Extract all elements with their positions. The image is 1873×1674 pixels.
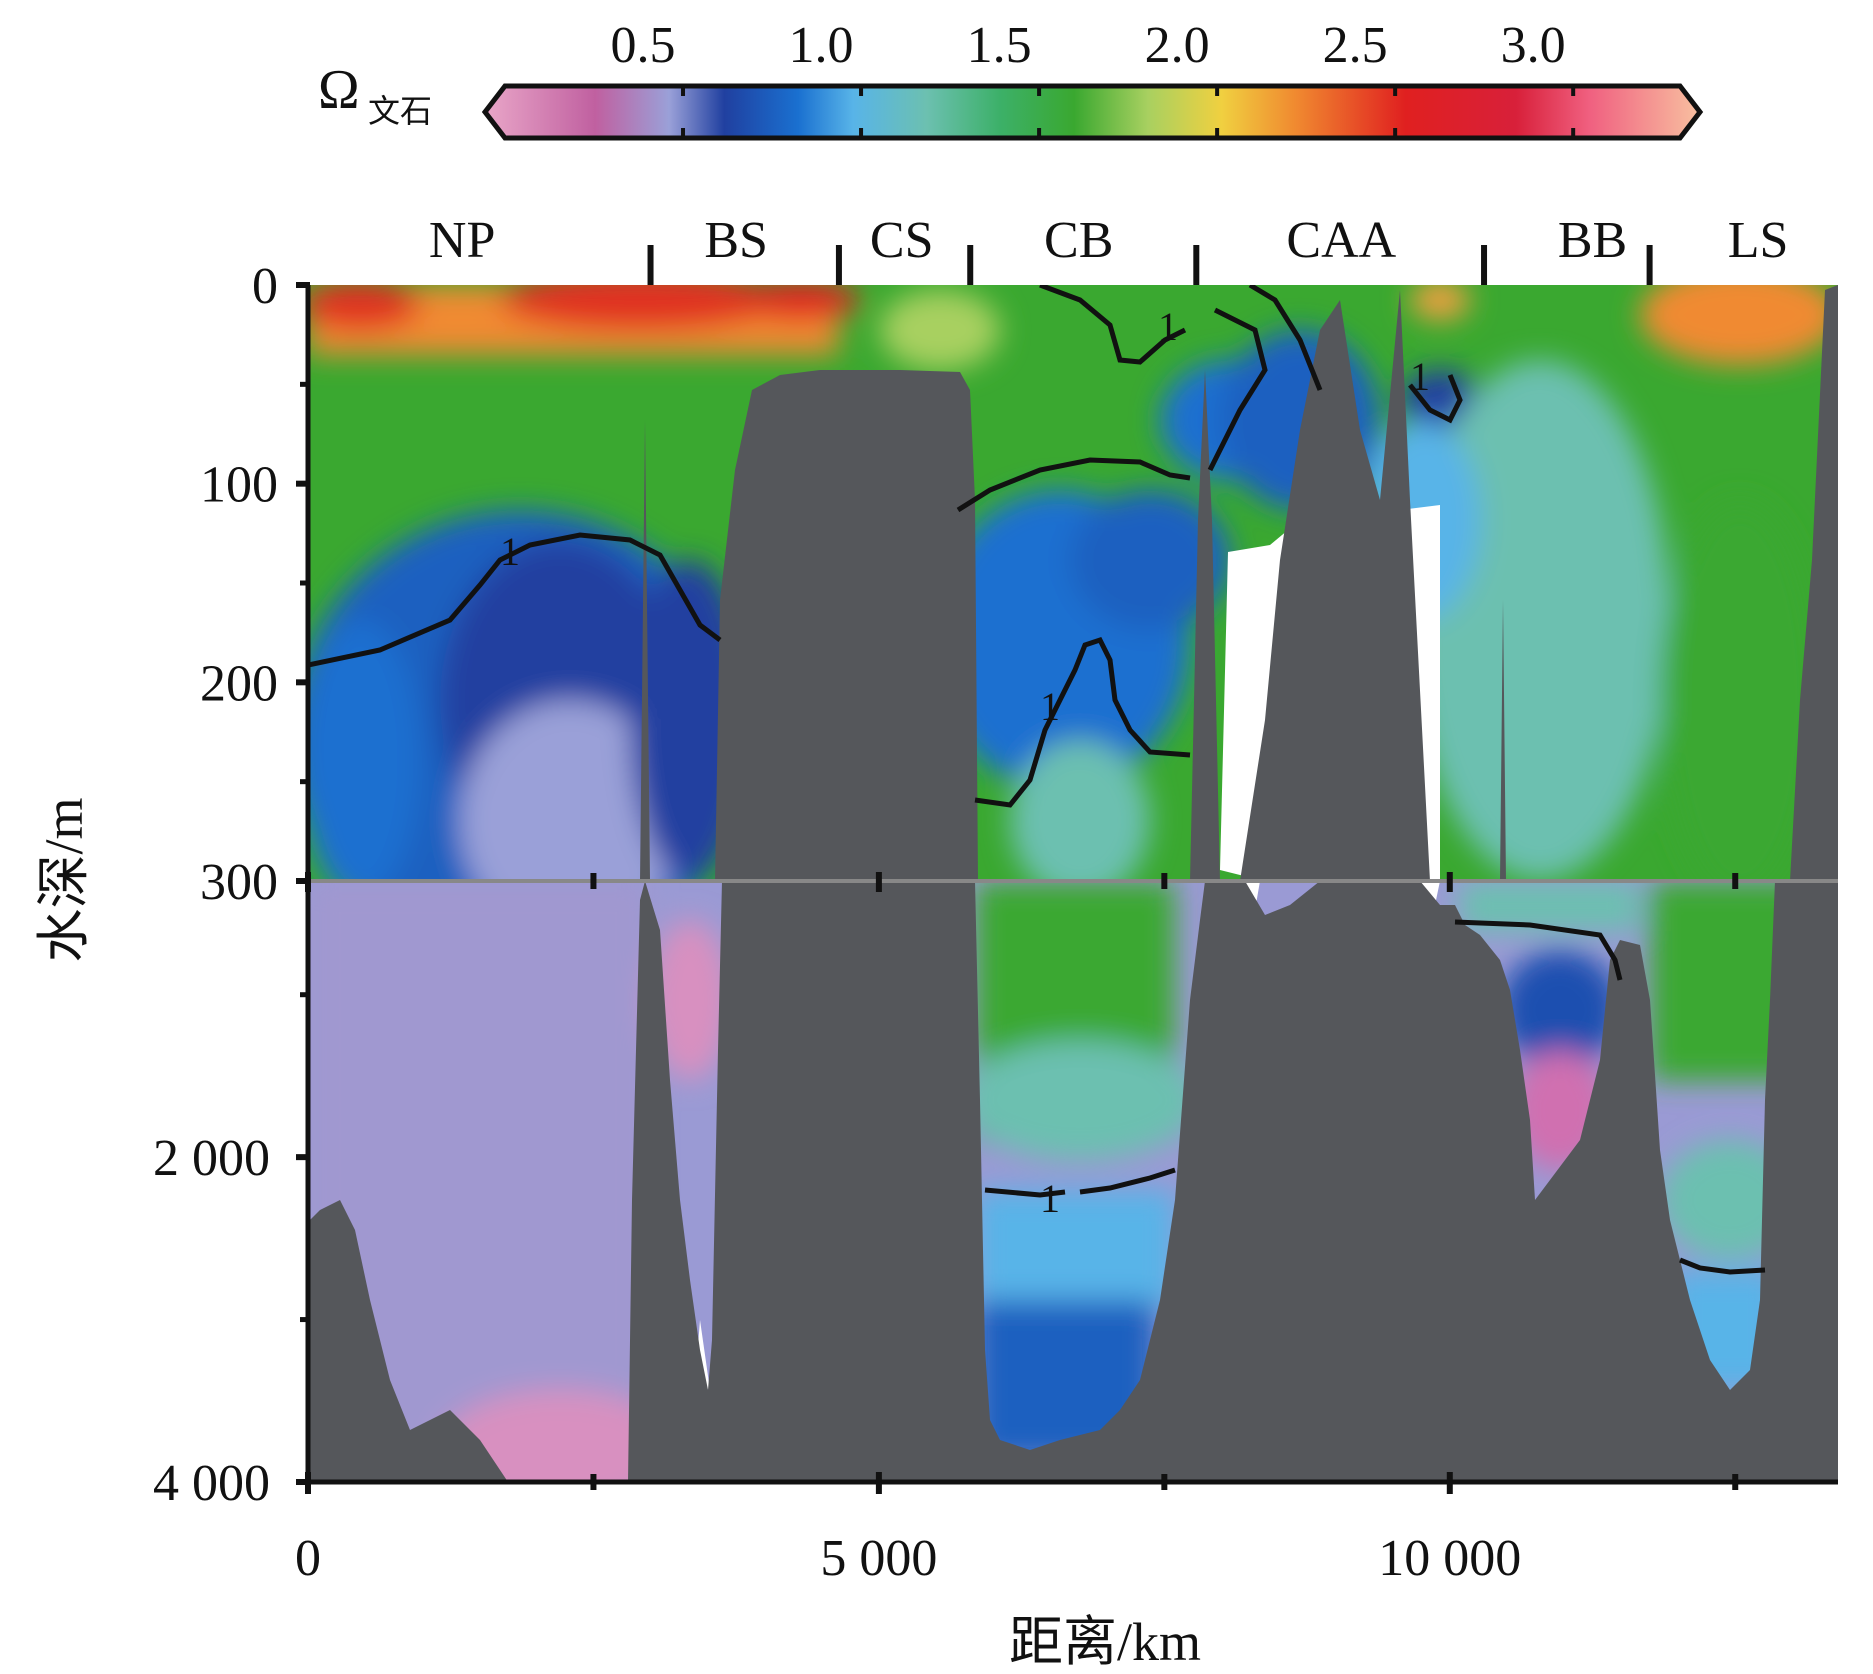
colorbar-label-subscript: 文石 (368, 93, 432, 129)
x-tick-label: 10 000 (1378, 1530, 1521, 1587)
upper-contours (308, 285, 1463, 808)
axes: 0 100 200 300 2 000 4 000 0 5 000 10 000 (153, 258, 1838, 1587)
region-label-ls: LS (1728, 212, 1789, 269)
upper-panel: 1 1 1 1 (308, 285, 1838, 881)
colorbar-label: Ω (318, 59, 360, 121)
colorbar-tick-label: 1.5 (967, 17, 1032, 74)
x-minor-ticks (590, 873, 1739, 1490)
y-tick-label: 200 (200, 655, 278, 712)
region-label-cb: CB (1044, 212, 1113, 269)
lower-contours (984, 919, 1766, 1275)
y-tick-label: 4 000 (153, 1455, 270, 1512)
region-label-np: NP (429, 212, 495, 269)
lower-bathymetry (308, 881, 1838, 1482)
region-label-caa: CAA (1286, 212, 1396, 269)
contour-label-upper-np: 1 (500, 529, 520, 574)
colorbar-tick-label: 2.0 (1145, 17, 1210, 74)
colorbar-ticks: 0.5 1.0 1.5 2.0 2.5 3.0 (611, 17, 1576, 138)
region-label-bs: BS (704, 212, 768, 269)
y-tick-label: 300 (200, 854, 278, 911)
x-ticks: 0 5 000 10 000 (295, 872, 1521, 1587)
colorbar-bar (481, 83, 1704, 141)
upper-bathymetry (640, 285, 1838, 881)
region-label-bb: BB (1558, 212, 1627, 269)
y-axis-label: 水深/m (34, 797, 94, 962)
contour-label-lower-cb: 1 (1040, 1176, 1060, 1221)
contour-label-upper-bb: 1 (1410, 354, 1430, 399)
x-tick-label: 5 000 (820, 1530, 937, 1587)
colorbar-tick-label: 3.0 (1501, 17, 1566, 74)
region-boundary-ticks (647, 245, 1653, 287)
colorbar: Ω 文石 0.5 1.0 1.5 2.0 2.5 3.0 (318, 17, 1704, 141)
colorbar-tick-label: 2.5 (1323, 17, 1388, 74)
x-tick-label: 0 (295, 1530, 321, 1587)
y-tick-label: 100 (200, 457, 278, 514)
contour-label-upper-caa: 1 (1158, 304, 1178, 349)
x-axis-label: 距离/km (1009, 1612, 1201, 1672)
colorbar-tick-label: 1.0 (789, 17, 854, 74)
colorbar-tick-label: 0.5 (611, 17, 676, 74)
contour-label-upper-cb: 1 (1040, 684, 1060, 729)
region-label-cs: CS (870, 212, 934, 269)
y-tick-label: 2 000 (153, 1130, 270, 1187)
y-ticks: 0 100 200 300 2 000 4 000 (153, 258, 310, 1512)
lower-panel: 1 (308, 881, 1838, 1482)
region-labels: NP BS CS CB CAA BB LS (429, 212, 1789, 269)
y-tick-label: 0 (252, 258, 278, 315)
